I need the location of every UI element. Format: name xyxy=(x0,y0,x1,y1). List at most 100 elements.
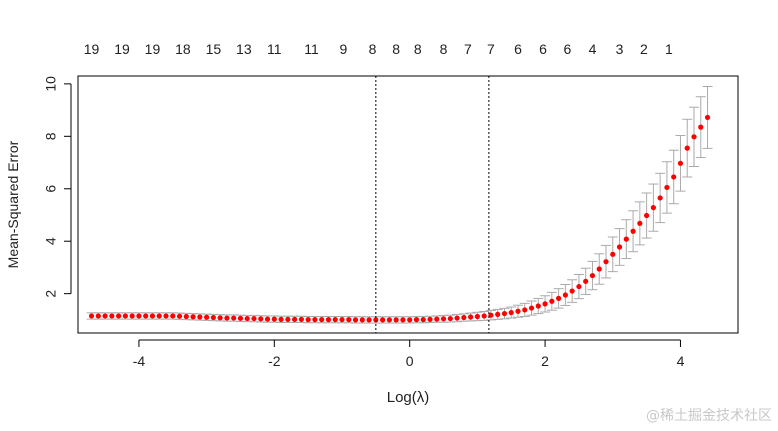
mse-point xyxy=(623,236,629,242)
mse-point xyxy=(244,315,250,322)
mse-point xyxy=(278,316,284,322)
mse-point xyxy=(339,317,345,323)
mse-point xyxy=(258,316,264,322)
top-axis-label: 6 xyxy=(539,41,547,57)
mse-point xyxy=(352,317,359,323)
mse-point xyxy=(298,316,304,322)
mse-point xyxy=(427,316,433,322)
mse-point xyxy=(569,288,575,294)
mse-point xyxy=(176,313,183,319)
mse-point xyxy=(393,317,399,323)
watermark: @稀土掘金技术社区 xyxy=(646,408,772,424)
mse-point xyxy=(271,316,277,322)
mse-point xyxy=(495,311,501,317)
mse-point xyxy=(420,317,426,323)
mse-point xyxy=(461,314,467,321)
mse-point xyxy=(386,317,392,323)
mse-point xyxy=(671,174,677,180)
mse-point xyxy=(522,307,528,313)
top-axis-label: 2 xyxy=(640,41,648,57)
mse-point xyxy=(535,303,541,309)
top-axis-label: 11 xyxy=(267,41,282,57)
plot-frame xyxy=(77,75,739,334)
y-tick-label: 8 xyxy=(43,132,59,140)
mse-point xyxy=(183,313,189,320)
mse-point xyxy=(129,313,135,319)
mse-point xyxy=(583,278,589,284)
error-bars xyxy=(86,85,713,324)
y-tick-label: 6 xyxy=(43,185,59,193)
mse-point xyxy=(190,314,196,320)
mse-point xyxy=(305,317,311,323)
mse-point xyxy=(109,313,115,319)
x-tick-label: 4 xyxy=(677,353,685,369)
top-axis-label: 9 xyxy=(339,41,347,57)
mse-point xyxy=(698,124,704,130)
mse-point xyxy=(454,315,460,321)
mse-point xyxy=(677,160,684,166)
mse-point xyxy=(204,314,210,320)
x-axis-label: Log(λ) xyxy=(387,389,430,406)
mse-point xyxy=(136,313,142,319)
top-axis-label: 8 xyxy=(392,41,400,57)
mse-point xyxy=(616,244,623,250)
mse-point xyxy=(346,317,352,323)
mse-point xyxy=(156,313,162,319)
mse-point xyxy=(603,259,609,265)
y-tick-label: 4 xyxy=(43,237,59,245)
mse-point xyxy=(664,184,670,191)
mse-point xyxy=(400,317,406,323)
mse-point xyxy=(163,313,169,319)
top-axis-label: 4 xyxy=(589,41,597,57)
mse-point xyxy=(102,313,108,319)
top-axis-label: 13 xyxy=(236,41,252,57)
x-tick-label: -2 xyxy=(268,353,281,369)
mse-point xyxy=(549,298,555,304)
lambda-vlines xyxy=(375,76,490,333)
mse-point xyxy=(447,315,453,322)
mse-point xyxy=(440,316,447,322)
mse-point xyxy=(488,312,494,318)
mse-point xyxy=(562,292,568,298)
mse-point xyxy=(170,313,176,319)
mse-point xyxy=(542,301,548,307)
mse-point xyxy=(501,310,508,317)
mse-point xyxy=(657,195,663,201)
mse-point xyxy=(407,317,413,323)
mse-points xyxy=(88,114,711,323)
mse-point xyxy=(88,313,95,319)
mse-point xyxy=(359,317,365,323)
y-tick-label: 10 xyxy=(43,76,59,92)
mse-point xyxy=(468,314,474,320)
top-axis-label: 19 xyxy=(84,41,100,57)
y-axis: 2 4 6 8 10 xyxy=(43,76,72,298)
top-axis-label: 15 xyxy=(206,41,222,57)
mse-point xyxy=(264,316,271,322)
mse-point xyxy=(217,315,223,321)
mse-point xyxy=(576,283,582,290)
x-tick-label: -4 xyxy=(133,353,146,369)
mse-point xyxy=(149,313,156,319)
mse-point xyxy=(373,317,379,323)
mse-point xyxy=(380,317,386,323)
top-axis-label: 6 xyxy=(564,41,572,57)
top-axis-label: 6 xyxy=(514,41,522,57)
mse-point xyxy=(285,316,291,322)
mse-point xyxy=(95,313,101,319)
mse-point xyxy=(292,316,298,322)
mse-point xyxy=(122,313,128,319)
top-axis-label: 1 xyxy=(665,41,673,57)
mse-point xyxy=(224,315,230,321)
mse-point xyxy=(589,272,596,279)
x-axis: -4 -2 0 2 4 xyxy=(133,339,685,369)
mse-point xyxy=(684,145,690,151)
mse-point xyxy=(197,314,203,320)
top-axis-label: 8 xyxy=(414,41,422,57)
mse-point xyxy=(637,220,643,226)
mse-point xyxy=(143,313,149,319)
mse-point xyxy=(610,251,616,257)
mse-point xyxy=(325,317,332,323)
top-axis-variable-counts: 19 19 19 18 15 13 11 11 9 8 8 8 8 7 7 6 6 6 4 3 2 1 xyxy=(84,41,673,57)
top-axis-label: 7 xyxy=(464,41,472,57)
